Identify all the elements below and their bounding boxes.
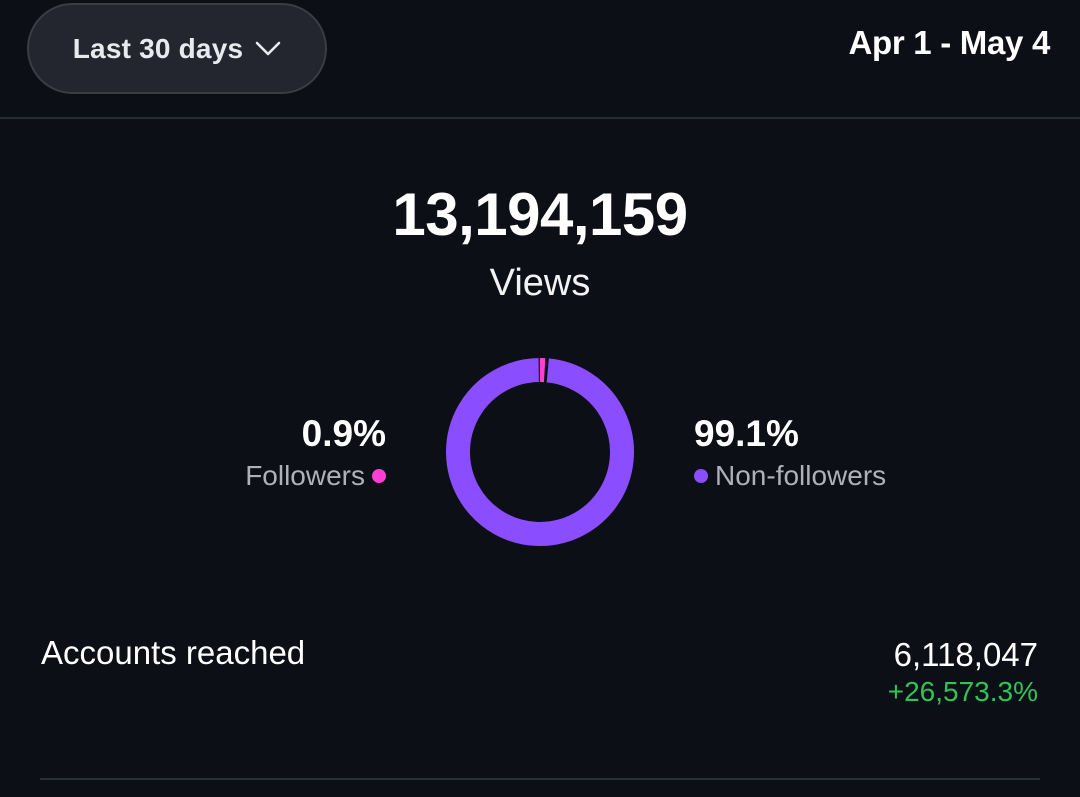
date-range-text: Apr 1 - May 4 [848,24,1051,61]
header: Last 30 days Apr 1 - May 4 [0,0,1080,118]
non-followers-stat: 99.1% Non-followers [694,412,886,496]
followers-label: Followers [245,460,365,491]
date-range-dropdown[interactable]: Last 30 days [27,3,327,94]
non-followers-label: Non-followers [715,460,887,491]
header-divider [0,117,1080,119]
audience-donut-chart [446,357,634,546]
followers-legend: Followers [245,456,386,496]
date-range-label: Last 30 days [72,32,244,64]
followers-color-dot [372,469,386,483]
non-followers-arc [446,358,634,546]
total-views-label: Views [489,262,591,304]
accounts-reached-label: Accounts reached [41,634,306,671]
followers-stat: 0.9% Followers [245,412,386,496]
total-views-value: 13,194,159 [392,181,688,248]
non-followers-legend: Non-followers [694,456,886,496]
chevron-down-icon [255,41,281,55]
section-divider [40,778,1040,780]
accounts-reached-change: +26,573.3% [887,676,1038,707]
accounts-reached-value: 6,118,047 [893,636,1038,673]
non-followers-percentage: 99.1% [694,413,799,454]
followers-percentage: 0.9% [301,413,386,454]
non-followers-color-dot [694,469,708,483]
